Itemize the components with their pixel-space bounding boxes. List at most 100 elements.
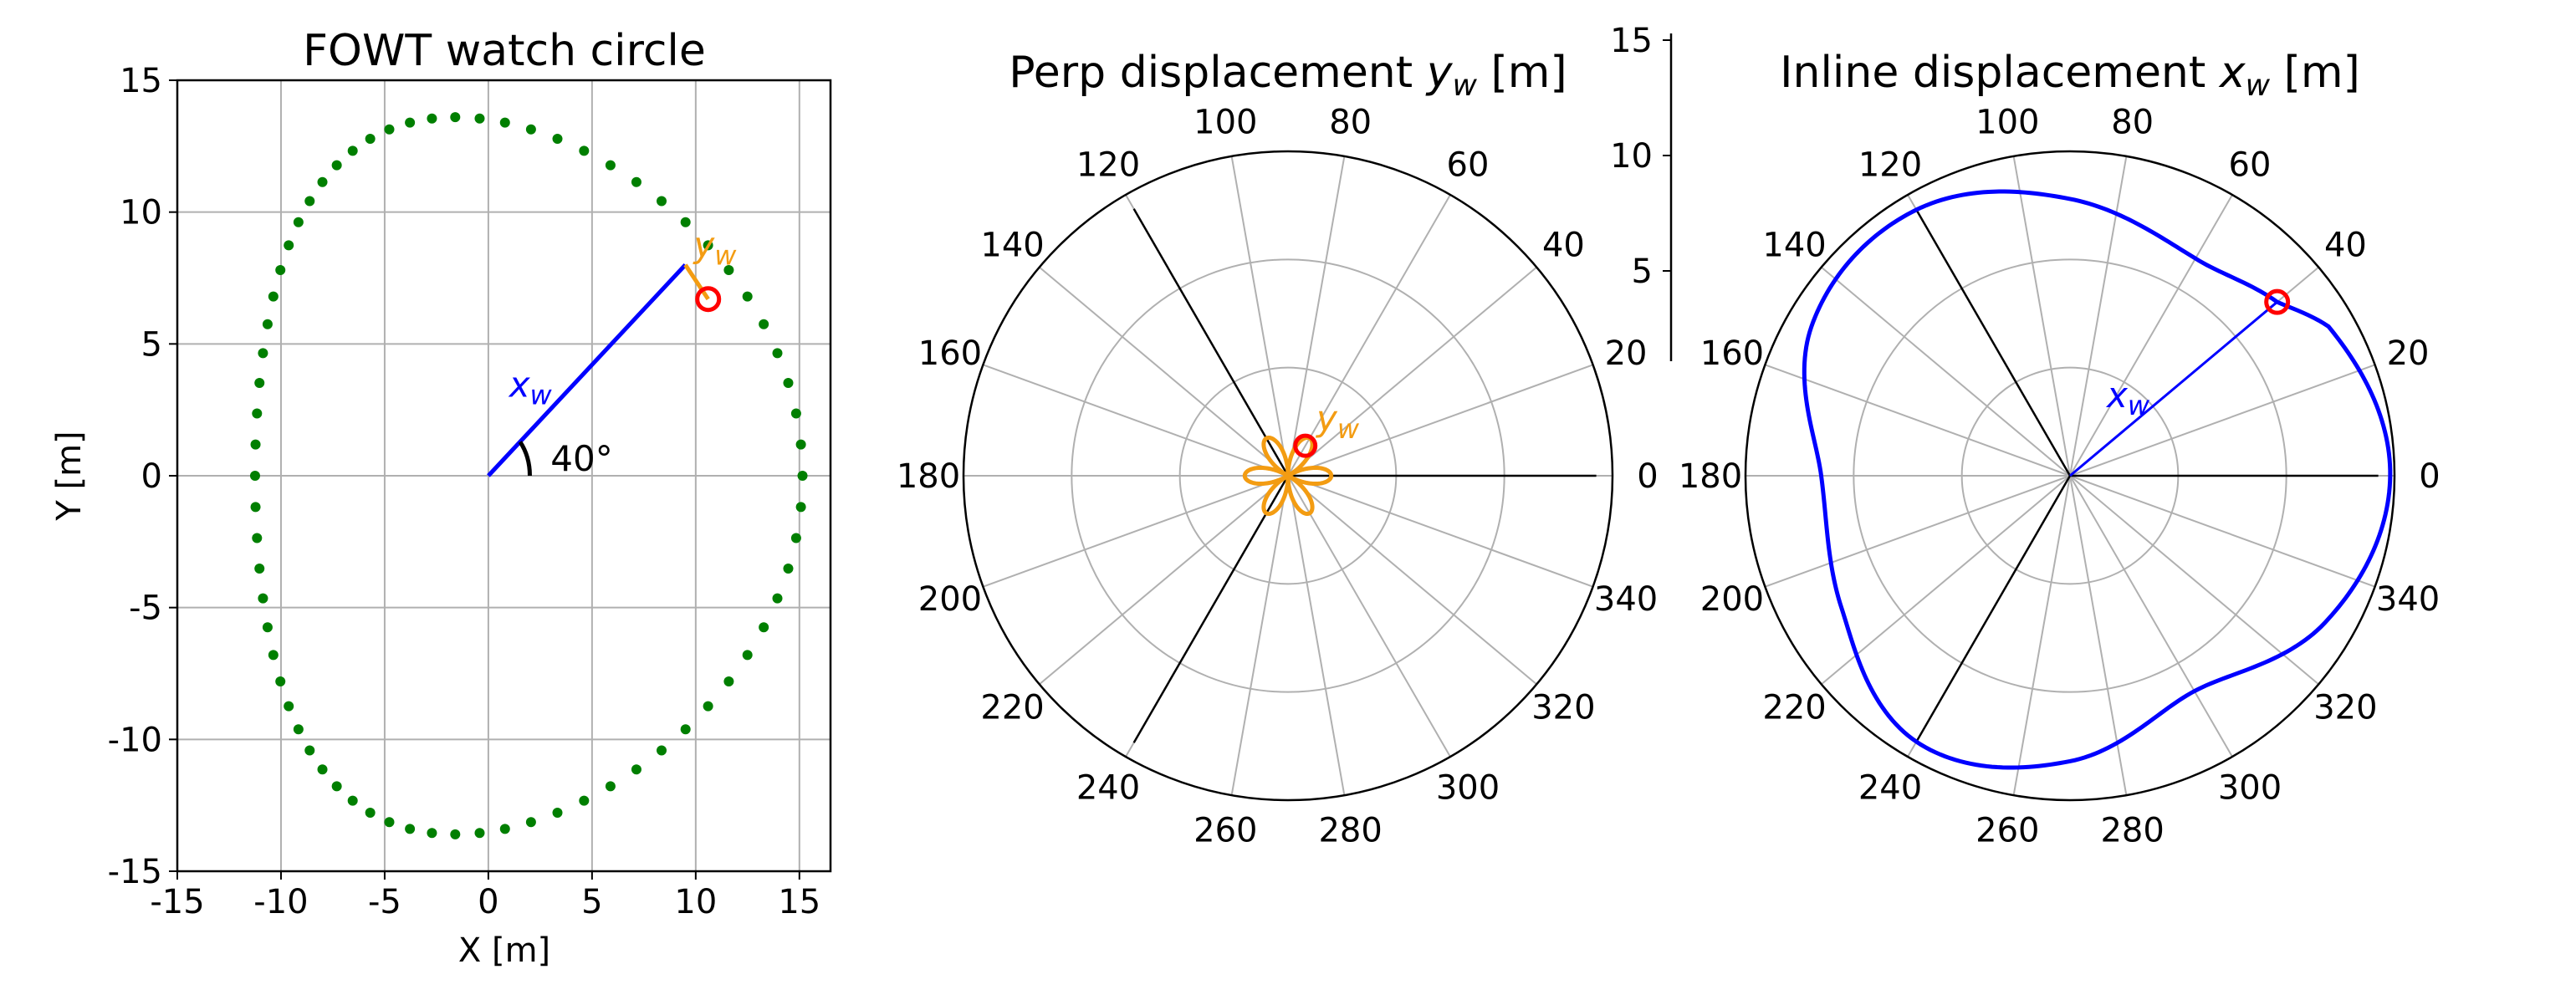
perp-title-prefix: Perp displacement: [1009, 48, 1426, 98]
perp-theta-grid: [1287, 475, 1346, 796]
perp-theta-grid: [1039, 475, 1289, 686]
perp-theta-grid: [1230, 156, 1289, 477]
watch-circle-point: [772, 348, 783, 359]
watch-circle-point: [347, 145, 358, 156]
watch-circle-point: [499, 117, 510, 128]
watch-circle-point: [317, 764, 328, 775]
perp-radial-axis: 5 10 15: [1610, 22, 1673, 361]
watch-circle-point: [268, 650, 279, 661]
watch-circle-title: FOWT watch circle: [303, 26, 706, 76]
inline-theta-label: 280: [2100, 811, 2164, 849]
watch-circle-point: [783, 563, 794, 574]
watch-circle-xtick-label: 0: [478, 883, 498, 921]
watch-circle-point: [703, 701, 713, 712]
watch-circle-point: [284, 701, 294, 712]
watch-circle-point: [772, 593, 783, 604]
inline-theta-grid: [2069, 475, 2319, 686]
watch-circle-highlight-marker: [695, 286, 722, 313]
watch-circle-point: [331, 781, 342, 792]
watch-circle-point: [262, 319, 273, 329]
perp-theta-label: 20: [1605, 334, 1648, 373]
watch-circle-frame: [176, 79, 832, 873]
watch-circle-point: [759, 622, 769, 633]
yw-label: yw: [692, 224, 737, 271]
perp-theta-label: 240: [1076, 768, 1140, 807]
inline-theta-label: 120: [1858, 146, 1922, 185]
yw-vector: [683, 263, 710, 301]
watch-circle-point: [450, 112, 461, 123]
perp-yw-label-sub: w: [1337, 413, 1360, 445]
perp-theta-label: 320: [1531, 688, 1595, 727]
inline-title-prefix: Inline displacement: [1780, 48, 2220, 98]
watch-circle-point: [268, 291, 279, 302]
inline-theta-label: 160: [1700, 334, 1764, 373]
perp-theta-label: 260: [1193, 811, 1257, 849]
perp-polar-plot: 0 20 40 60 80 100 120 140 160 180 200 220 240 260 280 3…: [897, 104, 1659, 850]
watch-circle-point: [250, 502, 261, 513]
watch-circle-point: [252, 408, 263, 419]
perp-theta-label: 280: [1318, 811, 1382, 849]
watch-circle-point: [258, 593, 268, 604]
watch-circle-point: [631, 764, 641, 775]
watch-circle-point: [525, 124, 536, 135]
watch-circle-ticks: -15 -10 -5 0 5 10 15 -15 -10 -5 0 5 10 15: [108, 62, 821, 921]
inline-radial-line: [2069, 301, 2278, 477]
perp-outer-ring: [962, 150, 1614, 802]
watch-circle-xtick-label: -10: [253, 883, 308, 921]
watch-circle-ylabel: Y [m]: [50, 431, 89, 521]
watch-circle-points: [249, 112, 808, 839]
inline-series-line: [1802, 189, 2393, 770]
perp-theta-label: 200: [918, 580, 982, 619]
inline-displacement-panel: Inline displacement xw [m] 0204060801001…: [1679, 48, 2441, 849]
watch-circle-point: [347, 795, 358, 806]
watch-circle-point: [703, 240, 713, 251]
perp-theta-grid: [1287, 266, 1537, 477]
watch-circle-point: [331, 160, 342, 171]
inline-xw-label: xw: [2105, 375, 2150, 421]
watch-circle-point: [474, 113, 485, 124]
perp-reference-line: [1132, 208, 1290, 477]
inline-xw-label-sub: w: [2128, 390, 2150, 421]
perp-theta-label: 80: [1329, 104, 1372, 142]
perp-title: Perp displacement yw [m]: [1009, 48, 1567, 103]
watch-circle-point: [742, 291, 753, 302]
inline-theta-label: 100: [1975, 104, 2039, 142]
watch-circle-point: [258, 348, 268, 359]
inline-title-sub: w: [2246, 69, 2271, 103]
perp-title-var: y: [1425, 48, 1454, 98]
watch-circle-point: [405, 117, 416, 128]
perp-theta-label: 0: [1637, 457, 1658, 496]
watch-circle-ytick-label: 10: [120, 194, 162, 232]
perp-radial-axis-labels: 5 10 15: [1610, 22, 1671, 291]
watch-circle-point: [405, 824, 416, 834]
inline-theta-label: 220: [1762, 688, 1826, 727]
watch-circle-xtick-label: 15: [778, 883, 820, 921]
perp-theta-grid: [983, 364, 1289, 477]
yw-label-main: y: [692, 224, 715, 265]
inline-reference-line: [1914, 475, 2072, 743]
watch-circle-point: [365, 807, 376, 818]
watch-circle-xtick-label: -15: [150, 883, 204, 921]
inline-highlight-marker: [2264, 288, 2291, 315]
perp-theta-label: 160: [918, 334, 982, 373]
watch-circle-point: [552, 807, 563, 818]
xw-label-sub: w: [530, 379, 553, 411]
inline-theta-label: 320: [2313, 688, 2377, 727]
inline-theta-label: 240: [1858, 768, 1922, 807]
watch-circle-point: [384, 817, 395, 828]
watch-circle-point: [250, 439, 261, 450]
watch-circle-xtick-label: 5: [581, 883, 602, 921]
inline-theta-label: 180: [1679, 457, 1742, 496]
inline-theta-label: 40: [2324, 227, 2367, 265]
perp-theta-label: 300: [1436, 768, 1500, 807]
inline-theta-grid: [2069, 475, 2375, 588]
xw-label: xw: [508, 364, 553, 411]
perp-reference-line: [1132, 475, 1290, 743]
perp-theta-grid: [1287, 194, 1451, 477]
watch-circle-point: [797, 471, 808, 481]
watch-circle-point: [254, 563, 265, 574]
watch-circle-point: [293, 217, 304, 227]
watch-circle-point: [249, 471, 260, 481]
